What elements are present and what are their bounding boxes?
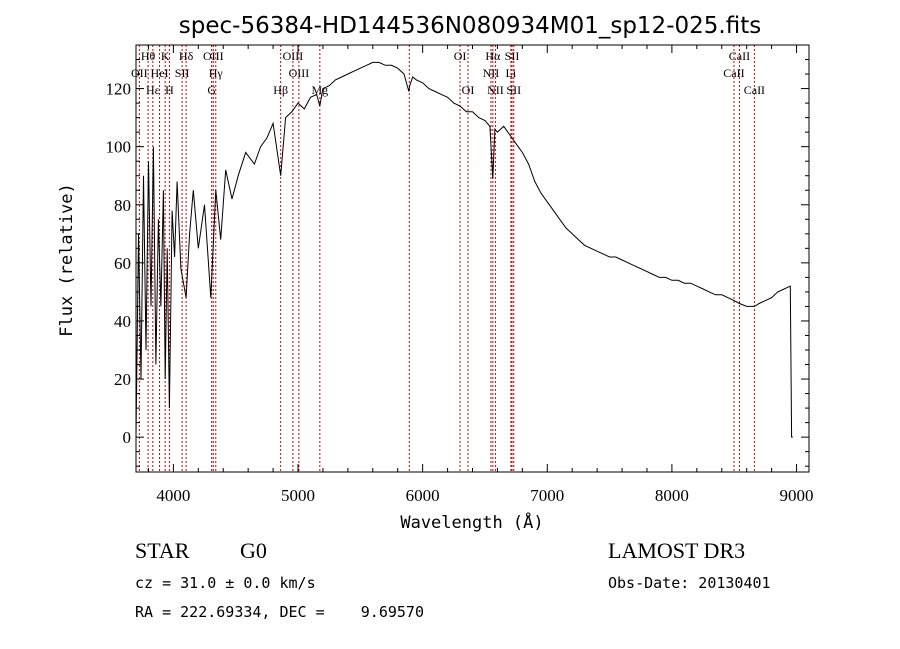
chart-title: spec-56384-HD144536N080934M01_sp12-025.f… — [179, 13, 761, 39]
line-label-21: SII — [505, 49, 520, 63]
line-label-3: HeI — [151, 66, 169, 80]
line-label-1: OII — [131, 66, 148, 80]
line-label-0: Hθ — [141, 49, 156, 63]
y-tick-label-3: 60 — [114, 254, 131, 273]
line-label-13: OIII — [289, 66, 310, 80]
line-label-5: H — [165, 83, 174, 97]
line-label-24: CaII — [729, 49, 750, 63]
x-tick-label-3: 7000 — [530, 486, 564, 505]
y-tick-label-4: 80 — [114, 196, 131, 215]
x-tick-label-4: 8000 — [655, 486, 689, 505]
line-label-6: SII — [175, 66, 190, 80]
y-tick-label-0: 0 — [123, 428, 132, 447]
line-label-11: Hβ — [273, 83, 288, 97]
line-label-9: Hγ — [209, 66, 224, 80]
line-label-23: SII — [506, 83, 521, 97]
line-label-12: OIII — [283, 49, 304, 63]
y-tick-label-1: 20 — [114, 370, 131, 389]
x-tick-label-5: 9000 — [780, 486, 814, 505]
observation-date: Obs-Date: 20130401 — [608, 574, 771, 592]
spectrum-line — [135, 61, 793, 438]
y-axis-title: Flux (relative) — [57, 183, 77, 337]
line-label-17: OI — [462, 83, 475, 97]
object-class: STAR — [135, 538, 190, 563]
line-label-10: G — [207, 83, 216, 97]
line-label-19: NII — [483, 66, 500, 80]
line-label-2: Hε — [146, 83, 160, 97]
spectral-line-markers — [138, 45, 755, 472]
y-tick-label-2: 40 — [114, 312, 131, 331]
y-tick-label-6: 120 — [106, 80, 132, 99]
line-label-26: CaII — [744, 83, 765, 97]
spectrum-series — [135, 61, 793, 438]
coordinates: RA = 222.69334, DEC = 9.69570 — [135, 603, 424, 621]
y-tick-label-5: 100 — [106, 138, 132, 157]
line-label-14: Mg — [311, 83, 328, 97]
object-subclass: G0 — [240, 538, 267, 563]
axis-ticks: 4000 5000 6000 7000 8000 9000 0 20 40 60 80 100 120 — [106, 45, 814, 505]
line-label-8: OIII — [203, 49, 224, 63]
line-label-16: OI — [454, 49, 467, 63]
x-tick-label-2: 6000 — [406, 486, 440, 505]
line-label-25: CaII — [723, 66, 744, 80]
survey-name: LAMOST DR3 — [608, 538, 746, 563]
line-label-18: Hα — [485, 49, 501, 63]
line-label-4: K — [161, 49, 170, 63]
redshift-velocity: cz = 31.0 ± 0.0 km/s — [135, 574, 316, 592]
x-axis-title: Wavelength (Å) — [400, 511, 543, 533]
line-label-22: Li — [506, 66, 517, 80]
line-label-7: Hδ — [179, 49, 194, 63]
x-tick-label-0: 4000 — [156, 486, 190, 505]
plot-frame — [135, 44, 810, 473]
x-tick-label-1: 5000 — [281, 486, 315, 505]
line-label-20: NII — [487, 83, 504, 97]
